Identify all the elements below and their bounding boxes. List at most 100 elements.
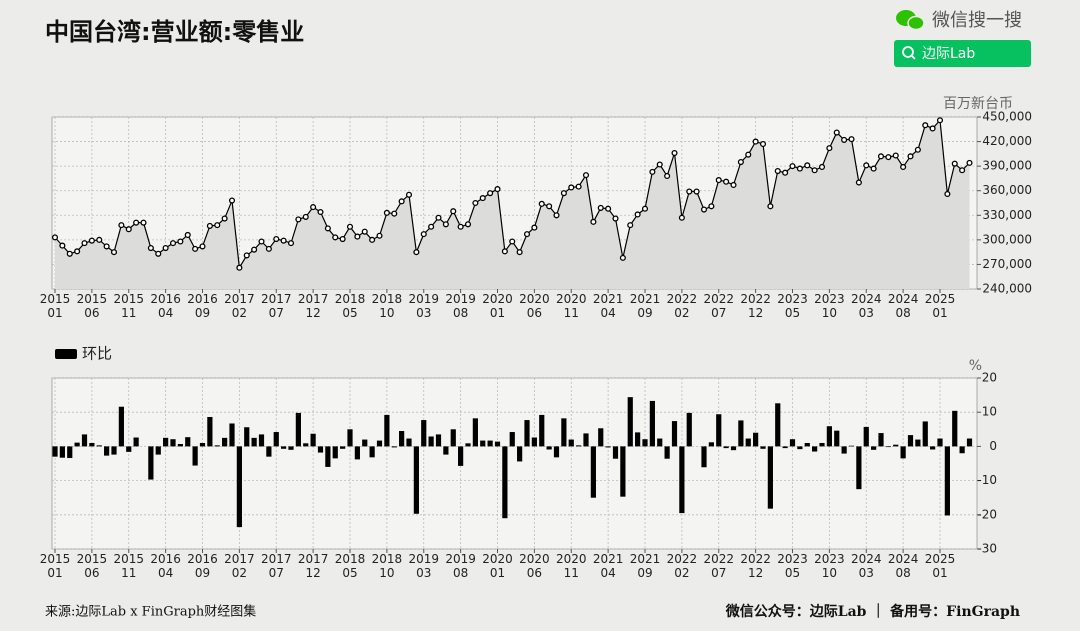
x-tick-label: 2016 09 — [187, 552, 218, 580]
marker — [759, 140, 767, 148]
bar — [812, 446, 818, 452]
marker — [391, 210, 398, 217]
marker — [959, 167, 966, 174]
bar — [185, 437, 191, 447]
marker — [472, 199, 479, 207]
marker — [811, 167, 818, 174]
bar — [937, 438, 943, 447]
bar — [421, 420, 427, 447]
unit-label: 百万新台币 — [943, 96, 1013, 112]
bar — [900, 446, 906, 459]
search-icon — [902, 46, 914, 58]
y-tick-label: 240,000 — [982, 282, 1032, 296]
marker — [147, 244, 154, 252]
marker — [155, 250, 162, 257]
legend-swatch — [55, 349, 77, 359]
marker — [199, 243, 206, 250]
marker — [818, 163, 826, 171]
x-tick-label: 2022 02 — [667, 552, 698, 580]
bar — [686, 412, 692, 447]
marker — [516, 249, 523, 256]
y-tick-label: -10 — [977, 473, 997, 487]
bar — [664, 446, 670, 459]
marker — [929, 125, 936, 132]
marker — [206, 222, 213, 229]
x-tick-label: 2015 06 — [77, 552, 108, 580]
marker — [877, 153, 885, 160]
bar — [163, 437, 169, 447]
bar — [782, 446, 788, 449]
x-tick-label: 2015 06 — [77, 292, 108, 320]
bar — [303, 443, 309, 447]
marker — [457, 223, 464, 230]
marker — [103, 243, 110, 250]
marker — [428, 223, 435, 230]
marker — [501, 248, 508, 255]
marker — [369, 236, 376, 243]
marker — [833, 129, 840, 136]
marker — [398, 198, 405, 205]
marker — [892, 152, 899, 159]
marker — [568, 184, 575, 191]
marker — [354, 233, 361, 240]
x-tick-label: 2017 12 — [298, 552, 329, 580]
bar — [561, 418, 567, 447]
bar — [627, 397, 633, 447]
bar — [679, 446, 685, 514]
marker — [641, 205, 649, 212]
x-tick-label: 2020 01 — [482, 552, 513, 580]
y-tick-label: 300,000 — [982, 232, 1032, 246]
x-tick-label: 2018 10 — [372, 292, 403, 320]
bar — [848, 445, 855, 447]
search-button[interactable] — [894, 40, 1031, 67]
y-tick-label: 450,000 — [982, 110, 1032, 124]
bar — [391, 446, 397, 448]
marker — [752, 138, 759, 145]
marker — [575, 183, 582, 190]
marker — [184, 231, 191, 238]
bar — [104, 446, 110, 456]
bar — [531, 437, 537, 447]
marker — [251, 246, 258, 253]
x-tick-label: 2021 04 — [593, 292, 624, 320]
bar — [192, 446, 198, 466]
wechat-logo — [896, 10, 925, 31]
marker — [192, 245, 199, 252]
marker — [715, 177, 722, 184]
marker — [317, 208, 324, 216]
marker — [177, 238, 184, 245]
legend-label: 环比 — [82, 345, 112, 363]
bar — [74, 442, 80, 447]
search-text[interactable]: 边际Lab — [922, 46, 975, 62]
bar — [716, 414, 722, 447]
bar — [281, 446, 287, 449]
marker — [649, 168, 656, 175]
bar — [789, 439, 796, 447]
bar — [81, 434, 88, 447]
marker — [730, 181, 737, 189]
x-tick-label: 2018 05 — [335, 552, 366, 580]
marker — [664, 172, 671, 180]
bar — [266, 446, 272, 457]
marker — [88, 237, 95, 244]
marker — [258, 238, 265, 245]
bar — [922, 421, 928, 447]
bar — [229, 423, 235, 447]
bar — [583, 433, 589, 447]
x-tick-label: 2017 12 — [298, 292, 329, 320]
marker — [265, 245, 272, 252]
marker — [804, 162, 811, 169]
marker — [863, 162, 870, 169]
marker — [236, 264, 243, 271]
bar — [885, 446, 891, 448]
marker — [907, 153, 914, 160]
x-tick-label: 2020 06 — [519, 292, 550, 320]
bar — [435, 434, 442, 447]
x-tick-label: 2015 11 — [113, 292, 144, 320]
x-tick-label: 2016 09 — [187, 292, 218, 320]
x-tick-label: 2017 02 — [224, 552, 255, 580]
x-tick-label: 2015 11 — [113, 552, 144, 580]
bar — [170, 439, 176, 447]
marker — [464, 221, 472, 228]
